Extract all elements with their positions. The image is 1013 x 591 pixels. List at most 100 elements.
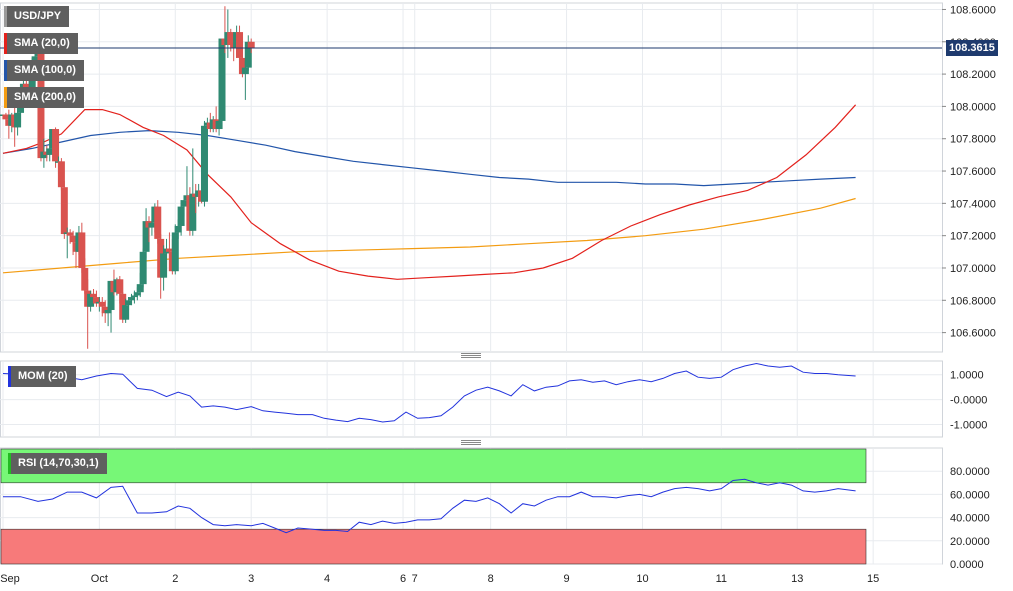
rsi-badge[interactable]: RSI (14,70,30,1) bbox=[8, 453, 107, 474]
candle-body bbox=[60, 187, 68, 235]
y-tick-label: 107.0000 bbox=[950, 263, 996, 275]
candle-up[interactable] bbox=[215, 119, 223, 136]
candle-down[interactable] bbox=[247, 38, 255, 54]
candle-down[interactable] bbox=[78, 222, 86, 273]
sma100-line bbox=[2, 129, 856, 187]
candle-body bbox=[130, 295, 138, 298]
rsi-panel[interactable] bbox=[0, 448, 867, 565]
candle-body bbox=[189, 193, 197, 231]
candle-body bbox=[215, 120, 223, 130]
candle-body bbox=[101, 306, 109, 314]
axis-layer: 108.6000108.4000108.2000108.0000107.8000… bbox=[0, 4, 996, 585]
symbol-badge[interactable]: USD/JPY bbox=[4, 6, 70, 27]
sma200-label: SMA (200,0) bbox=[14, 91, 76, 103]
y-tick-label: 107.4000 bbox=[950, 198, 996, 210]
candle-body bbox=[66, 232, 74, 236]
rsi-y-tick-label: 40.0000 bbox=[950, 513, 990, 525]
candle-body bbox=[238, 57, 246, 75]
x-tick-label: 15 bbox=[867, 573, 879, 585]
candle-body bbox=[136, 284, 144, 293]
candle-body bbox=[244, 41, 252, 68]
candle-up[interactable] bbox=[218, 38, 226, 130]
sma20-color-swatch bbox=[4, 33, 7, 54]
candle-body bbox=[98, 301, 106, 307]
candle-body bbox=[122, 305, 130, 320]
candle-up[interactable] bbox=[200, 120, 208, 207]
mom-y-tick-label: -0.0000 bbox=[950, 395, 987, 407]
panel-resize-handle-rsi[interactable] bbox=[461, 440, 481, 445]
price-panel[interactable] bbox=[0, 6, 942, 349]
panel-resize-handle-mom[interactable] bbox=[461, 353, 481, 358]
candle-up[interactable] bbox=[142, 208, 150, 259]
candle-body bbox=[116, 279, 124, 294]
candle-body bbox=[125, 300, 133, 306]
candle-body bbox=[139, 251, 147, 285]
rsi-y-tick-label: 0.0000 bbox=[950, 559, 984, 571]
y-tick-label: 108.0000 bbox=[950, 101, 996, 113]
sma200-badge[interactable]: SMA (200,0) bbox=[4, 87, 84, 108]
candle-body bbox=[92, 297, 100, 304]
momentum-panel[interactable] bbox=[2, 362, 856, 423]
candle-body bbox=[174, 225, 182, 233]
x-tick-label: 7 bbox=[412, 573, 418, 585]
sma20-line bbox=[2, 104, 857, 280]
sma200-color-swatch bbox=[4, 87, 7, 108]
candle-up[interactable] bbox=[107, 280, 115, 333]
candle-up[interactable] bbox=[14, 109, 22, 136]
x-tick-label: 11 bbox=[716, 573, 727, 585]
candle-body bbox=[14, 112, 22, 128]
candle-body bbox=[160, 253, 168, 278]
rsi-y-tick-label: 80.0000 bbox=[950, 466, 990, 478]
candle-down[interactable] bbox=[57, 158, 65, 191]
candle-body bbox=[200, 125, 208, 202]
x-tick-label: 9 bbox=[563, 573, 569, 585]
candle-body bbox=[81, 267, 89, 291]
mom-badge[interactable]: MOM (20) bbox=[8, 366, 76, 387]
candle-down[interactable] bbox=[60, 180, 68, 239]
candle-up[interactable] bbox=[139, 248, 147, 288]
candle-down[interactable] bbox=[92, 290, 100, 307]
candle-body bbox=[104, 309, 112, 314]
candle-body bbox=[177, 206, 185, 226]
symbol-label: USD/JPY bbox=[14, 10, 62, 22]
mom-y-tick-label: -1.0000 bbox=[950, 420, 987, 432]
sma100-color-swatch bbox=[4, 60, 7, 81]
candle-body bbox=[241, 67, 249, 75]
sma100-badge[interactable]: SMA (100,0) bbox=[4, 60, 84, 81]
candle-down[interactable] bbox=[154, 200, 162, 244]
mom-color-swatch bbox=[8, 366, 11, 387]
candle-body bbox=[28, 67, 36, 97]
candle-down[interactable] bbox=[52, 127, 60, 168]
x-tick-label: 6 bbox=[400, 573, 406, 585]
candle-body bbox=[69, 235, 77, 243]
y-tick-label: 107.6000 bbox=[950, 166, 996, 178]
mom-label: MOM (20) bbox=[18, 370, 68, 382]
candle-body bbox=[142, 221, 150, 252]
x-tick-label: 4 bbox=[324, 573, 330, 585]
sma200-line bbox=[2, 197, 856, 274]
rsi-oversold-zone bbox=[0, 528, 867, 565]
x-tick-label: Sep bbox=[0, 573, 20, 585]
panel-frame-main bbox=[0, 2, 943, 353]
candle-body bbox=[247, 41, 255, 49]
candle-up[interactable] bbox=[189, 148, 197, 236]
candle-body bbox=[180, 200, 188, 207]
x-tick-label: 8 bbox=[488, 573, 494, 585]
candle-body bbox=[165, 248, 173, 252]
y-tick-label: 106.8000 bbox=[950, 295, 996, 307]
candle-body bbox=[40, 151, 48, 159]
candle-body bbox=[227, 32, 235, 46]
candle-up[interactable] bbox=[171, 224, 179, 275]
candle-body bbox=[57, 161, 65, 188]
candle-up[interactable] bbox=[244, 35, 252, 71]
candle-body bbox=[90, 293, 98, 298]
candle-body bbox=[171, 232, 179, 272]
candle-body bbox=[154, 206, 162, 239]
rsi-overbought-zone bbox=[0, 448, 867, 484]
candle-body bbox=[78, 232, 86, 268]
sma20-badge[interactable]: SMA (20,0) bbox=[4, 33, 78, 54]
candle-body bbox=[127, 297, 135, 301]
candle-down[interactable] bbox=[81, 258, 89, 294]
candle-body bbox=[46, 148, 54, 155]
